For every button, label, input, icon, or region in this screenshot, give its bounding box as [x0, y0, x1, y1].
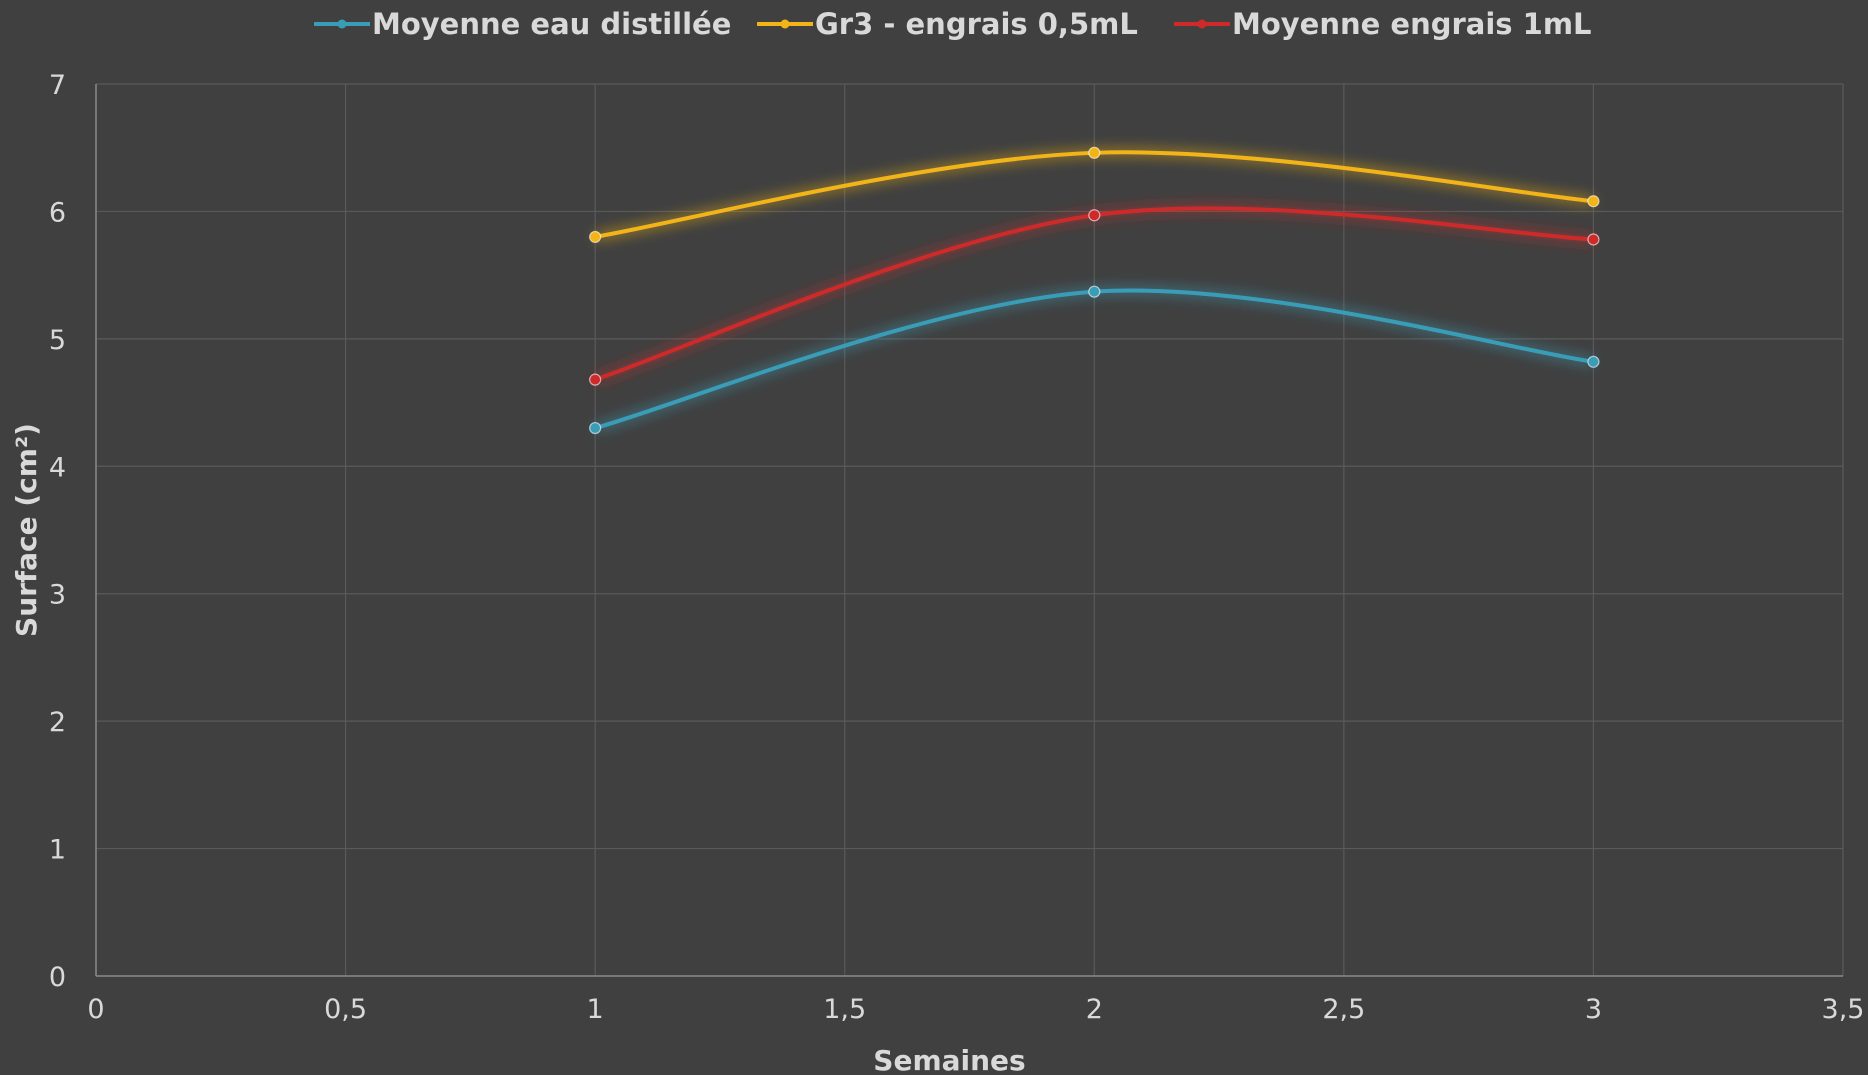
grid [96, 83, 1844, 976]
y-tick-label: 7 [49, 70, 66, 101]
axes: 0 0,5 1 1,5 2 2,5 3 3,5 0 1 2 3 4 5 6 7 [49, 70, 1865, 1025]
x-tick-label: 0 [87, 994, 104, 1025]
data-point[interactable] [1587, 195, 1600, 208]
series-1 [589, 285, 1600, 435]
legend-swatch-marker [337, 19, 347, 29]
y-axis-title: Surface (cm²) [10, 423, 43, 637]
data-point[interactable] [1088, 209, 1101, 222]
series-group [589, 146, 1600, 435]
y-tick-label: 6 [49, 197, 66, 228]
y-tick-label: 1 [49, 835, 66, 866]
series-3 [589, 203, 1600, 386]
legend-entry[interactable]: Moyenne eau distillée [314, 7, 731, 41]
y-tick-label: 5 [49, 325, 66, 356]
data-point[interactable] [589, 230, 602, 244]
data-point[interactable] [1587, 233, 1600, 246]
x-tick-label: 3 [1585, 994, 1602, 1025]
x-tick-label: 3,5 [1822, 994, 1865, 1025]
data-point[interactable] [1587, 355, 1600, 368]
data-point[interactable] [589, 373, 602, 386]
x-tick-label: 0,5 [324, 994, 367, 1025]
series-2 [589, 146, 1600, 244]
x-tick-label: 1 [587, 994, 604, 1025]
x-tick-label: 2 [1086, 994, 1103, 1025]
legend-swatch-marker [780, 19, 790, 29]
data-point[interactable] [1088, 146, 1101, 159]
legend-label: Moyenne eau distillée [372, 7, 731, 41]
legend-label: Gr3 - engrais 0,5mL [815, 7, 1138, 41]
legend: Moyenne eau distillée Gr3 - engrais 0,5mL… [314, 7, 1592, 41]
data-point[interactable] [1088, 285, 1101, 298]
legend-swatch-marker [1197, 19, 1207, 29]
legend-label: Moyenne engrais 1mL [1232, 7, 1592, 41]
legend-entry[interactable]: Gr3 - engrais 0,5mL [757, 7, 1138, 41]
y-tick-label: 2 [49, 707, 66, 738]
x-tick-label: 1,5 [823, 994, 866, 1025]
y-tick-label: 3 [49, 580, 66, 611]
legend-entry[interactable]: Moyenne engrais 1mL [1174, 7, 1592, 41]
data-point[interactable] [589, 421, 602, 435]
y-tick-label: 0 [49, 962, 66, 993]
y-tick-label: 4 [49, 452, 66, 483]
x-axis-title: Semaines [873, 1044, 1025, 1075]
x-tick-label: 2,5 [1322, 994, 1365, 1025]
